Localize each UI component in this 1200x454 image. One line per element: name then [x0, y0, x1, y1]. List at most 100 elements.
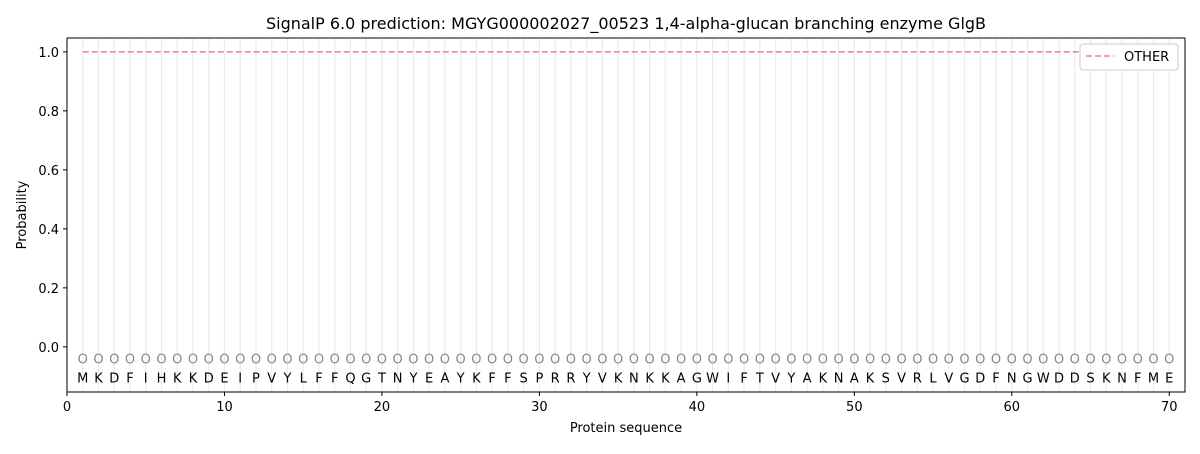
predicted-label-marker: O	[1085, 353, 1095, 368]
predicted-label-marker: O	[345, 353, 355, 368]
predicted-label-marker: O	[503, 353, 513, 368]
residue-label: V	[598, 371, 607, 386]
predicted-label-marker: O	[314, 353, 324, 368]
residue-label: K	[819, 371, 828, 386]
residue-label: S	[882, 371, 890, 386]
residue-label: L	[300, 371, 308, 386]
predicted-label-marker: O	[833, 353, 843, 368]
predicted-label-marker: O	[172, 353, 182, 368]
residue-label: F	[504, 371, 511, 386]
predicted-label-marker: O	[1133, 353, 1143, 368]
residue-label: F	[331, 371, 338, 386]
residue-label: K	[614, 371, 623, 386]
predicted-label-marker: O	[534, 353, 544, 368]
legend: OTHER	[1079, 43, 1179, 71]
residue-label: E	[220, 371, 228, 386]
predicted-label-marker: O	[1007, 353, 1017, 368]
residue-label: A	[803, 371, 812, 386]
x-tick-label: 70	[1161, 400, 1178, 415]
x-tick-label: 60	[1004, 400, 1021, 415]
residue-label: K	[645, 371, 654, 386]
predicted-label-marker: O	[928, 353, 938, 368]
residue-label: I	[726, 371, 730, 386]
predicted-label-marker: O	[456, 353, 466, 368]
x-tick-label: 30	[531, 400, 548, 415]
residue-label: F	[992, 371, 999, 386]
residue-label: D	[109, 371, 119, 386]
predicted-label-marker: O	[219, 353, 229, 368]
predicted-label-marker: O	[251, 353, 261, 368]
residue-gridlines	[82, 38, 1170, 392]
residue-label: F	[126, 371, 133, 386]
predicted-label-marker: O	[660, 353, 670, 368]
x-tick-label: 20	[374, 400, 391, 415]
residue-label: L	[929, 371, 937, 386]
residue-label: F	[315, 371, 322, 386]
predicted-label-marker: O	[487, 353, 497, 368]
predicted-label-marker: O	[865, 353, 875, 368]
residue-label: Y	[408, 371, 417, 386]
residue-label: Y	[456, 371, 465, 386]
predicted-label-marker: O	[1164, 353, 1174, 368]
residue-label: D	[1070, 371, 1080, 386]
y-tick-label: 1.0	[38, 46, 59, 61]
residue-label: T	[755, 371, 764, 386]
residue-label: P	[252, 371, 260, 386]
predicted-label-marker: O	[282, 353, 292, 368]
predicted-label-marker: O	[330, 353, 340, 368]
residue-label: Q	[345, 371, 355, 386]
predicted-label-marker: O	[755, 353, 765, 368]
predicted-label-marker: O	[582, 353, 592, 368]
predicted-label-marker: O	[597, 353, 607, 368]
x-tick-label: 10	[216, 400, 233, 415]
predicted-label-marker: O	[408, 353, 418, 368]
residue-label: D	[1054, 371, 1064, 386]
residue-label: S	[520, 371, 528, 386]
residue-label: W	[706, 371, 719, 386]
residue-label: K	[94, 371, 103, 386]
predicted-label-marker: O	[109, 353, 119, 368]
residue-label: I	[238, 371, 242, 386]
residue-label: F	[488, 371, 495, 386]
predicted-label-marker: O	[550, 353, 560, 368]
predicted-label-marker: O	[93, 353, 103, 368]
predicted-label-marker: O	[849, 353, 859, 368]
residue-label: K	[189, 371, 198, 386]
predicted-label-marker: O	[818, 353, 828, 368]
residue-label: N	[1117, 371, 1127, 386]
predicted-label-marker: O	[1022, 353, 1032, 368]
predicted-label-marker: O	[204, 353, 214, 368]
predicted-label-marker: O	[912, 353, 922, 368]
x-axis-ticks: 0 10 20 30 40 50 60 70	[63, 392, 1178, 415]
predicted-label-marker: O	[519, 353, 529, 368]
residue-label: W	[1037, 371, 1050, 386]
predicted-label-marker: O	[881, 353, 891, 368]
predicted-label-marker: O	[723, 353, 733, 368]
residue-label: N	[629, 371, 639, 386]
residue-label: S	[1086, 371, 1094, 386]
predicted-label-marker: O	[188, 353, 198, 368]
predicted-label-marker: O	[959, 353, 969, 368]
residue-label: G	[960, 371, 970, 386]
residue-label: G	[1022, 371, 1032, 386]
residue-label: M	[1148, 371, 1159, 386]
y-tick-label: 0.6	[38, 164, 59, 179]
x-tick-label: 0	[63, 400, 71, 415]
residue-label: V	[944, 371, 953, 386]
predicted-label-marker: O	[78, 353, 88, 368]
predicted-label-marker: O	[944, 353, 954, 368]
y-tick-label: 0.4	[38, 223, 59, 238]
predicted-label-marker: O	[1148, 353, 1158, 368]
predicted-label-marker: O	[235, 353, 245, 368]
residue-label: K	[472, 371, 481, 386]
residue-label: D	[975, 371, 985, 386]
predicted-label-marker: O	[975, 353, 985, 368]
residue-label: G	[692, 371, 702, 386]
residue-label: Y	[582, 371, 591, 386]
predicted-label-marker: O	[613, 353, 623, 368]
residue-label: K	[866, 371, 875, 386]
y-tick-label: 0.2	[38, 282, 59, 297]
residue-label: H	[157, 371, 167, 386]
x-axis-label: Protein sequence	[570, 421, 682, 436]
